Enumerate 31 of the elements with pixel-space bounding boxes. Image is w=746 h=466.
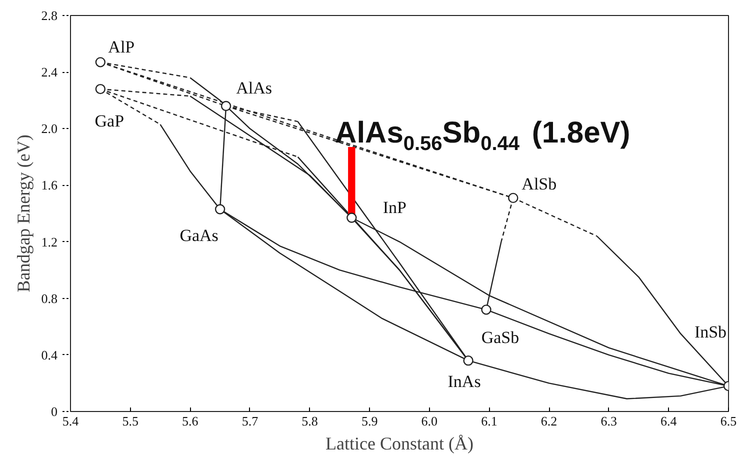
y-tick-label: 0.8 xyxy=(41,290,58,306)
y-tick-label: 2.4 xyxy=(41,64,58,80)
x-tick-label: 6.3 xyxy=(600,414,617,428)
y-tick-label: 1.6 xyxy=(41,178,58,193)
annotation: AlP xyxy=(108,38,135,57)
annotation: GaSb xyxy=(481,328,520,348)
y-tick-label: 1.2 xyxy=(41,234,58,250)
x-axis-title: Lattice Constant (Å) xyxy=(326,434,474,454)
y-tick-label: 2.0 xyxy=(41,121,58,136)
x-tick-label: 6.5 xyxy=(720,414,737,428)
y-tick-label: 0.4 xyxy=(41,347,58,362)
y-tick-label: 0 xyxy=(51,404,58,419)
annotation: GaP xyxy=(94,112,124,131)
x-tick-label: 6.4 xyxy=(660,414,678,428)
annotation: InP xyxy=(382,198,406,218)
x-tick-label: 6.1 xyxy=(481,414,498,428)
x-tick-label: 5.8 xyxy=(302,414,318,428)
annotation: GaAs xyxy=(180,226,218,245)
x-tick-label: 6.0 xyxy=(421,414,438,428)
x-tick-label: 5.4 xyxy=(62,414,80,428)
annotation: AlAs xyxy=(236,78,272,98)
y-tick-label: 2.8 xyxy=(41,8,58,23)
x-tick-label: 5.7 xyxy=(242,414,259,428)
annotation: InSb xyxy=(694,322,727,342)
x-tick-label: 5.6 xyxy=(182,414,199,428)
x-tick-label: 5.5 xyxy=(122,414,138,428)
y-axis-title: Bandgap Energy (eV) xyxy=(13,134,34,292)
annotation: InAs xyxy=(448,372,481,392)
x-tick-label: 5.9 xyxy=(361,414,378,428)
x-tick-label: 6.2 xyxy=(540,414,558,428)
annotation: AlSb xyxy=(522,174,557,194)
